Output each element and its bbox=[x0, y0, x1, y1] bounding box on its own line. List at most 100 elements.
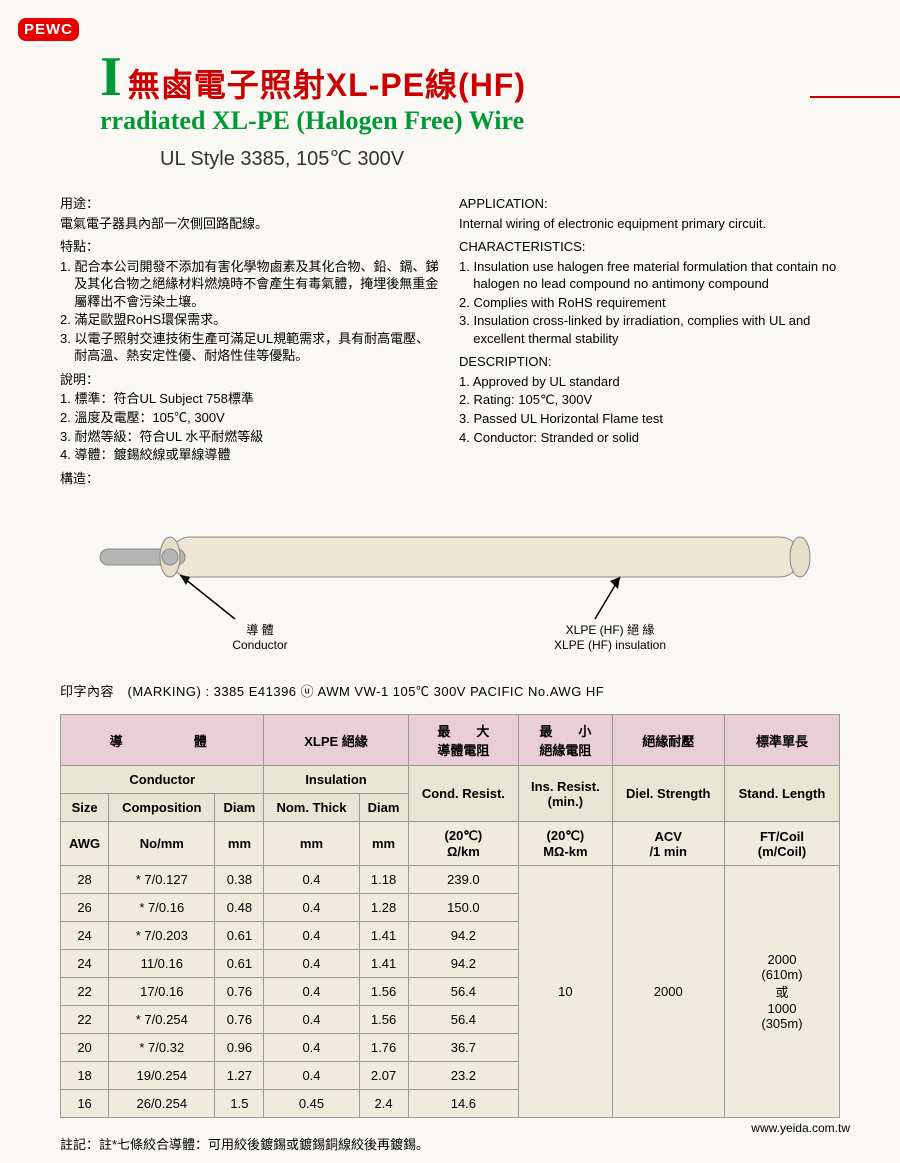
th-size: Size bbox=[61, 794, 109, 822]
list-item: 2. 滿足歐盟RoHS環保需求。 bbox=[74, 311, 441, 329]
th-condres-en: Cond. Resist. bbox=[408, 766, 519, 822]
cell-comp: * 7/0.32 bbox=[109, 1034, 215, 1062]
char-list-cn: 1. 配合本公司開發不添加有害化學物鹵素及其化合物、鉛、鎘、銻及其化合物之絕緣材… bbox=[60, 258, 441, 365]
u-mm1: mm bbox=[215, 822, 264, 866]
cell-idiam: 1.76 bbox=[359, 1034, 408, 1062]
list-item: 1. Approved by UL standard bbox=[473, 373, 840, 391]
marking-label: 印字內容 (MARKING) : bbox=[60, 684, 214, 699]
list-item: 4. Conductor: Stranded or solid bbox=[473, 429, 840, 447]
u-insres: (20℃)MΩ-km bbox=[519, 822, 612, 866]
list-item: 4. 導體：鍍錫絞線或單線導體 bbox=[74, 446, 441, 464]
desc-list-cn: 1. 標準：符合UL Subject 758標準 2. 溫度及電壓：105℃, … bbox=[60, 390, 441, 463]
app-text-cn: 電氣電子器具內部一次側回路配線。 bbox=[60, 215, 441, 233]
cell-thick: 0.4 bbox=[264, 978, 359, 1006]
th-len-cn: 標準單長 bbox=[724, 715, 839, 766]
cell-thick: 0.4 bbox=[264, 950, 359, 978]
u-mm3: mm bbox=[359, 822, 408, 866]
cell-idiam: 1.28 bbox=[359, 894, 408, 922]
cell-awg: 18 bbox=[61, 1062, 109, 1090]
th-conductor-cn: 導 體 bbox=[61, 715, 264, 766]
list-item: 1. Insulation use halogen free material … bbox=[473, 258, 840, 293]
list-item: 3. 以電子照射交連技術生產可滿足UL規範需求，具有耐高電壓、耐高溫、熱安定性優… bbox=[74, 330, 441, 365]
cell-diam: 0.76 bbox=[215, 1006, 264, 1034]
char-label-en: CHARACTERISTICS: bbox=[459, 238, 840, 256]
th-insres-en: Ins. Resist.(min.) bbox=[519, 766, 612, 822]
spec-table: 導 體 XLPE 絕緣 最 大導體電阻 最 小絕緣電阻 絕緣耐壓 標準單長 Co… bbox=[60, 714, 840, 1118]
th-insres-cn: 最 小絕緣電阻 bbox=[519, 715, 612, 766]
th-comp: Composition bbox=[109, 794, 215, 822]
u-awg: AWG bbox=[61, 822, 109, 866]
column-en: APPLICATION: Internal wiring of electron… bbox=[453, 189, 840, 489]
th-diel-en: Diel. Strength bbox=[612, 766, 724, 822]
cell-idiam: 1.41 bbox=[359, 950, 408, 978]
app-label-cn: 用途： bbox=[60, 195, 441, 213]
th-diel-cn: 絕緣耐壓 bbox=[612, 715, 724, 766]
cell-res: 239.0 bbox=[408, 866, 519, 894]
cell-length: 2000(610m)或1000(305m) bbox=[724, 866, 839, 1118]
cable-diagram: 導 體 Conductor XLPE (HF) 絕 緣 XLPE (HF) in… bbox=[60, 519, 840, 669]
table-row: 28* 7/0.1270.380.41.18239.01020002000(61… bbox=[61, 866, 840, 894]
cell-idiam: 1.18 bbox=[359, 866, 408, 894]
list-item: 3. 耐燃等級：符合UL 水平耐燃等級 bbox=[74, 428, 441, 446]
diag-insul-cn: XLPE (HF) 絕 緣 bbox=[530, 621, 690, 638]
subtitle: UL Style 3385, 105℃ 300V bbox=[160, 146, 840, 171]
u-nomm: No/mm bbox=[109, 822, 215, 866]
struct-label-cn: 構造： bbox=[60, 470, 441, 488]
marking-line: 印字內容 (MARKING) : 3385 E41396 ⓤ AWM VW-1 … bbox=[60, 681, 840, 700]
cell-diam: 1.27 bbox=[215, 1062, 264, 1090]
content-columns: 用途： 電氣電子器具內部一次側回路配線。 特點： 1. 配合本公司開發不添加有害… bbox=[60, 189, 840, 489]
cell-idiam: 1.56 bbox=[359, 978, 408, 1006]
cell-thick: 0.45 bbox=[264, 1090, 359, 1118]
cell-awg: 24 bbox=[61, 922, 109, 950]
diag-conductor-cn: 導 體 bbox=[210, 621, 310, 638]
th-insul-cn: XLPE 絕緣 bbox=[264, 715, 408, 766]
u-condres: (20℃)Ω/km bbox=[408, 822, 519, 866]
brand-logo: PEWC bbox=[18, 18, 79, 41]
cell-diam: 1.5 bbox=[215, 1090, 264, 1118]
cell-awg: 16 bbox=[61, 1090, 109, 1118]
cell-idiam: 2.07 bbox=[359, 1062, 408, 1090]
cell-thick: 0.4 bbox=[264, 922, 359, 950]
list-item: 2. 溫度及電壓：105℃, 300V bbox=[74, 409, 441, 427]
desc-label-en: DESCRIPTION: bbox=[459, 353, 840, 371]
u-mm2: mm bbox=[264, 822, 359, 866]
th-diam: Diam bbox=[215, 794, 264, 822]
title-block: I 無鹵電子照射XL-PE線(HF) rradiated XL-PE (Halo… bbox=[100, 60, 840, 171]
cell-diam: 0.76 bbox=[215, 978, 264, 1006]
cell-diam: 0.61 bbox=[215, 922, 264, 950]
cell-awg: 26 bbox=[61, 894, 109, 922]
cell-comp: 19/0.254 bbox=[109, 1062, 215, 1090]
marking-text: 3385 E41396 ⓤ AWM VW-1 105℃ 300V PACIFIC… bbox=[214, 684, 605, 699]
cell-res: 56.4 bbox=[408, 1006, 519, 1034]
cell-awg: 24 bbox=[61, 950, 109, 978]
cell-idiam: 1.41 bbox=[359, 922, 408, 950]
desc-list-en: 1. Approved by UL standard 2. Rating: 10… bbox=[459, 373, 840, 446]
cell-awg: 22 bbox=[61, 978, 109, 1006]
diag-insul-en: XLPE (HF) insulation bbox=[530, 638, 690, 652]
th-len-en: Stand. Length bbox=[724, 766, 839, 822]
u-len: FT/Coil(m/Coil) bbox=[724, 822, 839, 866]
desc-label-cn: 說明： bbox=[60, 371, 441, 389]
cell-res: 14.6 bbox=[408, 1090, 519, 1118]
cell-idiam: 2.4 bbox=[359, 1090, 408, 1118]
cell-comp: 11/0.16 bbox=[109, 950, 215, 978]
cell-res: 94.2 bbox=[408, 950, 519, 978]
list-item: 3. Passed UL Horizontal Flame test bbox=[473, 410, 840, 428]
cell-comp: * 7/0.203 bbox=[109, 922, 215, 950]
title-rule bbox=[810, 96, 900, 98]
cell-res: 56.4 bbox=[408, 978, 519, 1006]
cell-awg: 20 bbox=[61, 1034, 109, 1062]
cell-insres: 10 bbox=[519, 866, 612, 1118]
cell-comp: * 7/0.16 bbox=[109, 894, 215, 922]
title-initial: I bbox=[100, 58, 122, 97]
cell-thick: 0.4 bbox=[264, 1034, 359, 1062]
th-conductor-en: Conductor bbox=[61, 766, 264, 794]
title-cn: 無鹵電子照射XL-PE線(HF) bbox=[100, 60, 840, 106]
cell-thick: 0.4 bbox=[264, 1062, 359, 1090]
cell-diel: 2000 bbox=[612, 866, 724, 1118]
char-label-cn: 特點： bbox=[60, 238, 441, 256]
list-item: 2. Rating: 105℃, 300V bbox=[473, 391, 840, 409]
th-diam2: Diam bbox=[359, 794, 408, 822]
cell-awg: 28 bbox=[61, 866, 109, 894]
cell-thick: 0.4 bbox=[264, 1006, 359, 1034]
